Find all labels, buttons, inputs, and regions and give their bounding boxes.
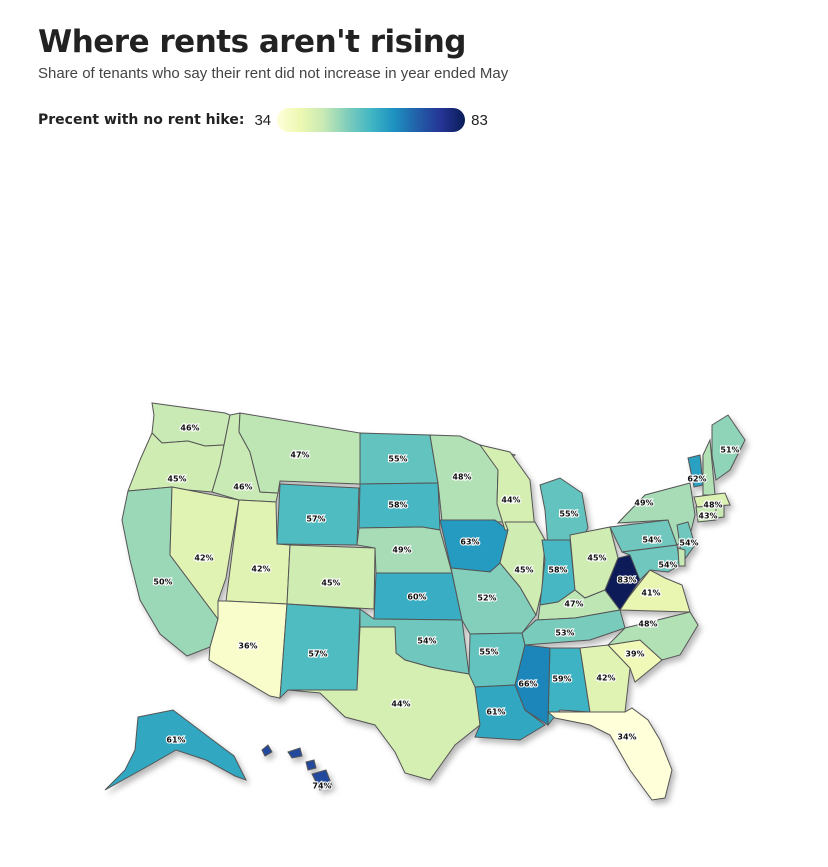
- state-ga: [579, 644, 631, 713]
- state-il: [499, 521, 546, 617]
- state-label-mi: 55%: [559, 510, 578, 519]
- state-ct: [695, 505, 717, 523]
- state-label-ms: 66%: [518, 680, 537, 689]
- state-label-hi: 74%: [312, 782, 331, 791]
- state-label-az: 36%: [238, 642, 257, 651]
- legend-gradient-bar: [277, 108, 466, 132]
- state-label-in: 58%: [548, 566, 567, 575]
- state-label-mo: 52%: [477, 594, 496, 603]
- state-ak: [104, 709, 248, 791]
- state-label-id: 46%: [233, 483, 252, 492]
- state-label-wy: 57%: [306, 515, 325, 524]
- state-ms: [514, 644, 551, 726]
- chart-subtitle: Share of tenants who say their rent did …: [38, 65, 509, 82]
- state-label-ca: 50%: [153, 578, 172, 587]
- state-label-fl: 34%: [617, 733, 636, 742]
- state-label-wv: 83%: [617, 576, 636, 585]
- state-label-il: 45%: [514, 566, 533, 575]
- state-label-vt: 62%: [687, 475, 706, 484]
- header: Where rents aren't rising Share of tenan…: [38, 22, 818, 82]
- color-legend: Precent with no rent hike: 34 83: [38, 108, 488, 132]
- state-nc: [606, 611, 699, 661]
- us-state-map: 46% 45% 50% 42% 46% 47% 57% 42% 36% 45% 57% 55% 58% 4…: [104, 402, 746, 801]
- legend-min: 34: [254, 111, 272, 129]
- state-label-ga: 42%: [596, 674, 615, 683]
- state-fl: [546, 707, 673, 801]
- state-label-ks: 60%: [407, 593, 426, 602]
- state-label-nh: 48%: [703, 501, 722, 510]
- state-label-me: 51%: [720, 446, 739, 455]
- state-label-md: 54%: [658, 561, 677, 570]
- state-label-ne: 49%: [392, 546, 411, 555]
- state-ny: [616, 482, 696, 546]
- state-label-al: 59%: [552, 675, 571, 684]
- legend-title: Precent with no rent hike:: [38, 112, 245, 128]
- state-label-or: 45%: [167, 475, 186, 484]
- state-hi: [305, 759, 317, 771]
- state-ri: [715, 505, 725, 519]
- state-co: [286, 544, 376, 610]
- state-me: [711, 414, 746, 481]
- state-label-mn: 48%: [452, 473, 471, 482]
- state-label-va: 41%: [641, 589, 660, 598]
- state-label-ky: 47%: [564, 600, 583, 609]
- state-tn: [521, 609, 626, 646]
- state-label-co: 45%: [321, 579, 340, 588]
- state-label-tx: 44%: [391, 700, 410, 709]
- state-label-oh: 45%: [587, 554, 606, 563]
- state-label-la: 61%: [486, 708, 505, 717]
- state-label-pa: 54%: [642, 536, 661, 545]
- state-label-ut: 42%: [251, 565, 270, 574]
- state-label-ny: 49%: [634, 499, 653, 508]
- state-label-wi: 44%: [501, 496, 520, 505]
- state-label-sd: 58%: [388, 501, 407, 510]
- state-label-tn: 53%: [555, 629, 574, 638]
- state-de: [677, 547, 686, 567]
- state-md: [621, 544, 681, 581]
- state-label-mt: 47%: [290, 451, 309, 460]
- state-label-nc: 48%: [638, 620, 657, 629]
- chart-title: Where rents aren't rising: [38, 24, 467, 60]
- state-label-nd: 55%: [388, 455, 407, 464]
- state-label-ma: 43%: [698, 512, 717, 521]
- state-hi: [311, 769, 333, 791]
- state-label-wa: 46%: [180, 424, 199, 433]
- state-hi: [287, 747, 303, 759]
- state-label-sc: 39%: [625, 650, 644, 659]
- state-hi: [261, 744, 273, 757]
- state-label-nv: 42%: [194, 554, 213, 563]
- state-ma: [693, 492, 731, 508]
- state-label-ar: 55%: [479, 648, 498, 657]
- legend-max: 83: [471, 111, 488, 129]
- state-label-ok: 54%: [417, 637, 436, 646]
- state-label-ia: 63%: [460, 538, 479, 547]
- state-label-ak: 61%: [166, 736, 185, 745]
- state-label-nm: 57%: [308, 650, 327, 659]
- state-label-nj: 54%: [679, 539, 698, 548]
